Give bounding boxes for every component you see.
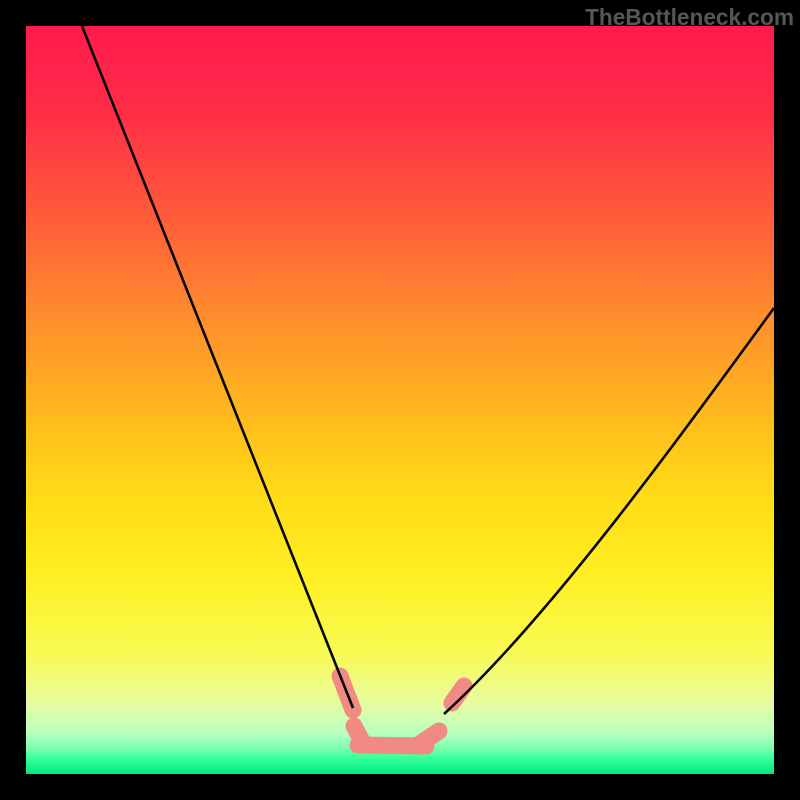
left-curve (82, 26, 353, 708)
right-curve (444, 308, 774, 714)
curve-layer (26, 26, 774, 774)
stage: TheBottleneck.com (0, 0, 800, 800)
trough-segment (421, 731, 439, 743)
plot-area (26, 26, 774, 774)
watermark-text: TheBottleneck.com (585, 4, 794, 31)
